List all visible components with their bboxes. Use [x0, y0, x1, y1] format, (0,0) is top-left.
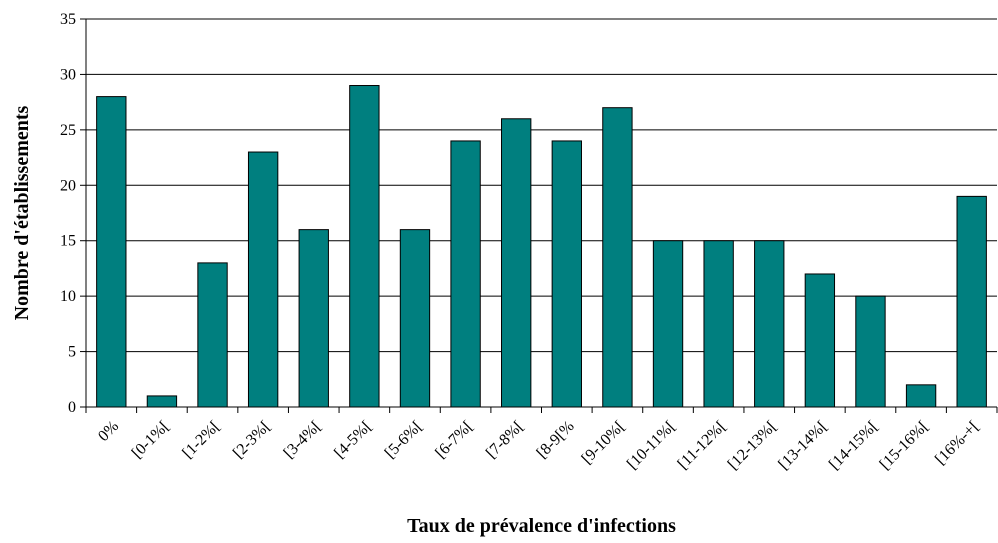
x-tick-label: [16%-+[ — [932, 418, 982, 468]
bar — [146, 395, 178, 408]
x-tick-label: [9-10%[ — [579, 418, 629, 468]
x-tick-label: [4-5%[ — [331, 418, 375, 462]
bar — [652, 240, 684, 408]
x-axis-title: Taux de prévalence d'infections — [407, 515, 676, 537]
bar — [349, 85, 380, 408]
x-tick-label: [12-13%[ — [725, 418, 780, 473]
x-tick-label: [3-4%[ — [281, 418, 325, 462]
y-tick-label: 0 — [68, 399, 76, 416]
x-tick-label: [15-16%[ — [877, 418, 932, 473]
bar — [450, 140, 481, 408]
y-axis-title: Nombre d'établissements — [11, 105, 33, 320]
bar — [247, 151, 279, 408]
y-tick-label: 5 — [68, 344, 76, 361]
axes — [80, 18, 998, 413]
y-tick-label: 20 — [60, 177, 76, 194]
x-tick-label: [14-15%[ — [826, 418, 881, 473]
x-tick-label: [7-8%[ — [483, 418, 527, 462]
bar — [298, 229, 329, 408]
x-tick-label: [1-2%[ — [179, 418, 223, 462]
bar — [754, 240, 785, 408]
bar — [551, 140, 582, 408]
y-tick-label: 10 — [60, 288, 76, 305]
bar — [703, 240, 734, 408]
y-tick-label: 25 — [60, 122, 76, 139]
bar — [855, 295, 886, 408]
bar — [956, 195, 987, 408]
bar — [602, 107, 633, 408]
y-tick-label: 35 — [60, 11, 76, 28]
x-tick-label: [10-11%[ — [624, 418, 679, 473]
x-tick-label: [8-9[% — [534, 418, 578, 462]
bars — [96, 85, 987, 408]
bar — [905, 384, 937, 408]
bar — [197, 262, 228, 408]
x-tick-label: [0-1%[ — [129, 418, 173, 462]
bar — [399, 229, 431, 408]
y-tick-labels: 0 5 10 15 20 25 30 35 — [60, 11, 76, 416]
x-tick-label: 0% — [95, 418, 122, 445]
grid-lines — [86, 18, 997, 353]
x-tick-label: [2-3%[ — [230, 418, 274, 462]
x-tick-label: [5-6%[ — [382, 418, 426, 462]
x-tick-labels: 0% [0-1%[[1-2%[[2-3%[[3-4%[[4-5%[[5-6%[[6… — [95, 418, 982, 473]
y-tick-label: 15 — [60, 233, 76, 250]
x-tick-label: [13-14%[ — [775, 418, 830, 473]
bar — [96, 96, 127, 408]
x-tick-label: [6-7%[ — [432, 418, 476, 462]
y-tick-label: 30 — [60, 66, 76, 83]
bar — [501, 118, 532, 408]
bar — [804, 273, 836, 408]
x-tick-label: [11-12%[ — [675, 418, 730, 473]
